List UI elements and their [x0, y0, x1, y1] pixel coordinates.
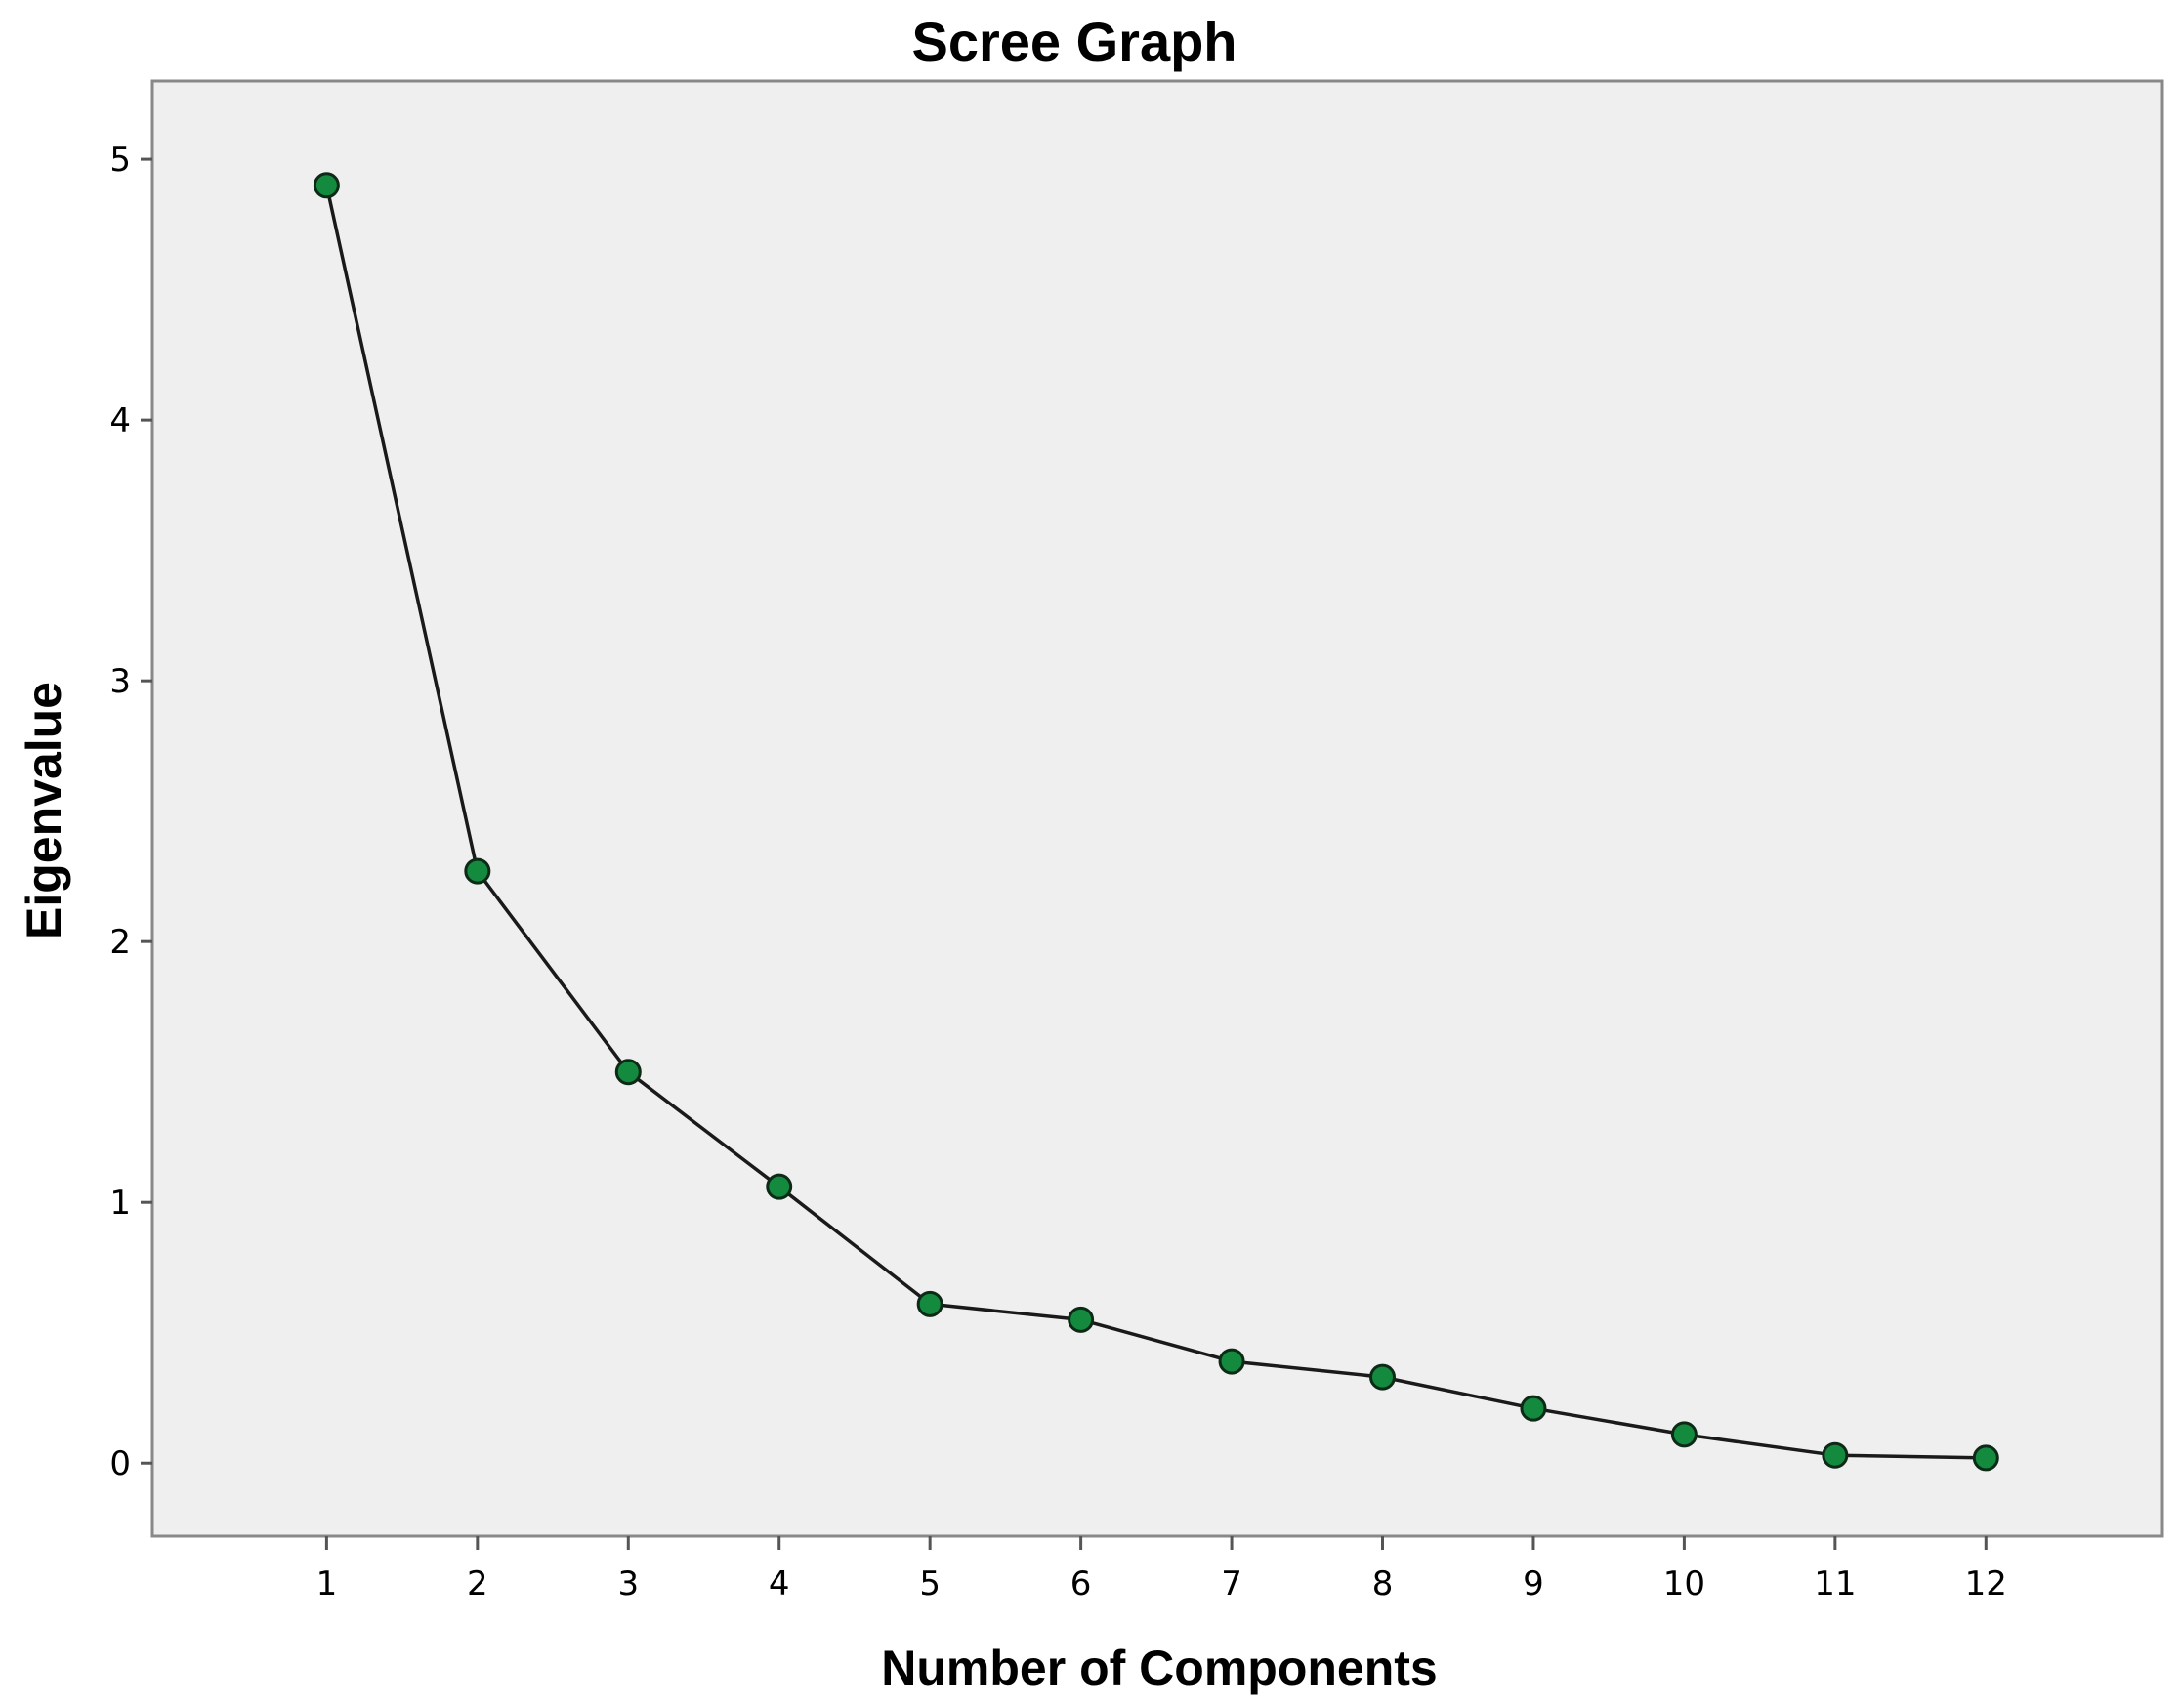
y-tick-label: 4	[109, 401, 131, 440]
plot-area	[150, 79, 2164, 1538]
data-point	[1670, 1421, 1698, 1448]
x-tick-label: 3	[617, 1564, 639, 1604]
x-tick-label: 4	[769, 1564, 790, 1604]
data-point	[464, 857, 491, 885]
x-tick-label: 6	[1070, 1564, 1092, 1604]
y-tick-label: 2	[109, 923, 131, 962]
data-point	[1972, 1444, 1999, 1472]
x-tick-label: 1	[316, 1564, 338, 1604]
data-point	[1369, 1363, 1397, 1391]
x-tick-label: 7	[1221, 1564, 1242, 1604]
x-tick-label: 2	[467, 1564, 488, 1604]
y-tick-label: 3	[109, 662, 131, 701]
data-point	[1520, 1395, 1547, 1422]
chart-title: Scree Graph	[911, 11, 1237, 72]
x-tick-label: 9	[1523, 1564, 1544, 1604]
x-tick-label: 11	[1814, 1564, 1856, 1604]
y-tick-label: 5	[109, 141, 131, 180]
data-point	[916, 1290, 943, 1317]
x-tick-label: 8	[1372, 1564, 1394, 1604]
data-point	[766, 1173, 793, 1200]
data-point	[614, 1059, 642, 1086]
x-axis: 1 2 3 4 5 6 7 8 9 10 11 12	[316, 1536, 2007, 1604]
data-point	[1068, 1306, 1095, 1333]
data-point	[1822, 1441, 1849, 1469]
y-axis: 0 1 2 3 4 5	[109, 141, 152, 1483]
x-tick-label: 5	[919, 1564, 941, 1604]
y-axis-label: Eigenvalue	[17, 682, 71, 939]
x-axis-label: Number of Components	[881, 1641, 1437, 1695]
series-layer	[313, 172, 1999, 1472]
series-line	[324, 185, 1987, 1460]
y-tick-label: 0	[109, 1444, 131, 1483]
y-tick-label: 1	[109, 1184, 131, 1223]
data-point	[1218, 1348, 1245, 1375]
x-tick-label: 10	[1663, 1564, 1705, 1604]
x-tick-label: 12	[1965, 1564, 2007, 1604]
data-point	[313, 172, 340, 199]
